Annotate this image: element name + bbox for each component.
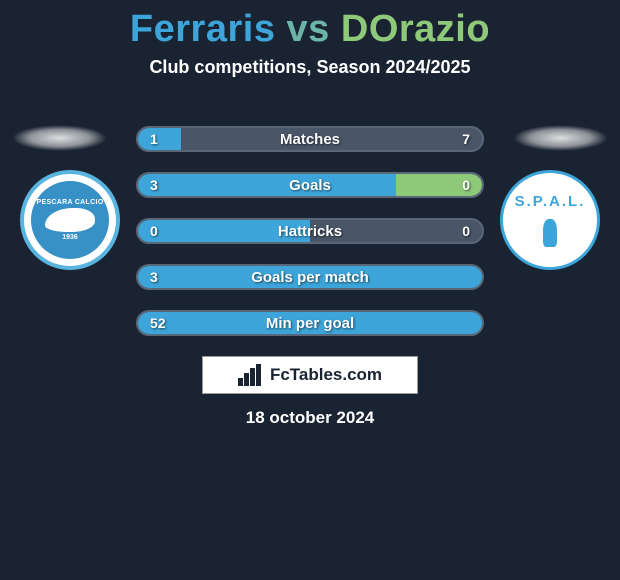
pescara-badge-year: 1936 (62, 234, 78, 241)
pescara-badge: PESCARA CALCIO 1936 (20, 170, 120, 270)
spal-figure-icon (543, 219, 557, 247)
stat-label: Hattricks (138, 220, 482, 242)
date-label: 18 october 2024 (0, 408, 620, 428)
subtitle: Club competitions, Season 2024/2025 (0, 57, 620, 78)
stat-row: Matches1 7 (136, 126, 484, 152)
stat-value-left: 3 (150, 266, 158, 288)
stat-value-left: 3 (150, 174, 158, 196)
stat-label: Goals per match (138, 266, 482, 288)
team-badge-right: S.P.A.L. (500, 170, 600, 270)
stat-value-left: 1 (150, 128, 158, 150)
spal-badge-text: S.P.A.L. (509, 193, 591, 210)
spal-badge-inner: S.P.A.L. (509, 179, 591, 261)
stat-row: Min per goal52 (136, 310, 484, 336)
player2-name: DOrazio (341, 8, 490, 50)
stat-row: Goals per match3 (136, 264, 484, 290)
stat-label: Matches (138, 128, 482, 150)
stat-row: Goals3 0 (136, 172, 484, 198)
stat-label: Goals (138, 174, 482, 196)
stat-value-right: 7 (462, 128, 470, 150)
spal-badge: S.P.A.L. (500, 170, 600, 270)
stat-value-left: 52 (150, 312, 166, 334)
watermark: FcTables.com (202, 356, 418, 394)
stats-bars: Matches17Goals30Hattricks00Goals per mat… (136, 126, 484, 356)
badge-shadow-left (12, 125, 107, 151)
stat-value-left: 0 (150, 220, 158, 242)
dolphin-icon (45, 208, 95, 232)
bars-icon (238, 364, 264, 386)
stat-value-right: 0 (462, 220, 470, 242)
watermark-text: FcTables.com (270, 365, 382, 385)
pescara-badge-inner: PESCARA CALCIO 1936 (31, 181, 109, 259)
player1-name: Ferraris (130, 8, 276, 50)
stat-value-right: 0 (462, 174, 470, 196)
team-badge-left: PESCARA CALCIO 1936 (20, 170, 120, 270)
vs-label: vs (287, 8, 330, 50)
pescara-badge-text: PESCARA CALCIO (37, 199, 104, 206)
stat-row: Hattricks0 0 (136, 218, 484, 244)
comparison-title: Ferraris vs DOrazio (0, 0, 620, 51)
stat-label: Min per goal (138, 312, 482, 334)
badge-shadow-right (513, 125, 608, 151)
